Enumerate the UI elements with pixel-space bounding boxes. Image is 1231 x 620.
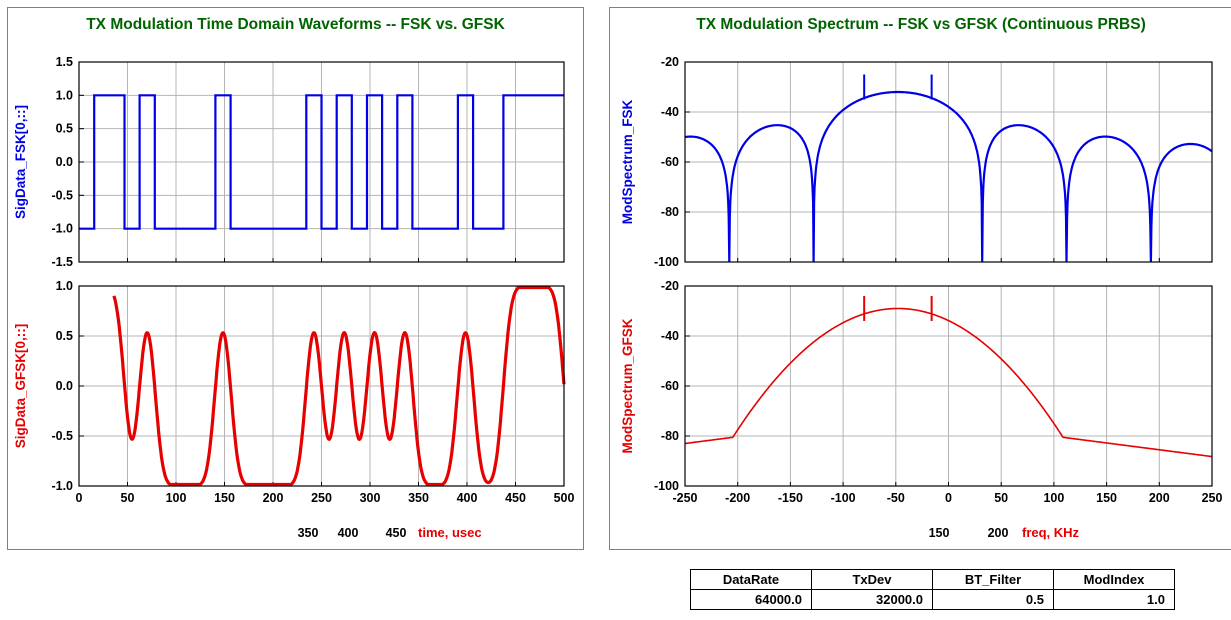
freq-xtick-label: 150	[1096, 491, 1117, 505]
parameters-header-row: DataRate TxDev BT_Filter ModIndex	[690, 569, 1175, 590]
gfsk-spec-ytick-label: -40	[661, 329, 679, 343]
fsk-spec-ytick-label: -100	[654, 255, 679, 269]
freq-secondary-tick: 200	[988, 526, 1009, 540]
fsk-ytick-label: -1.5	[51, 255, 73, 269]
time-secondary-tick: 350	[298, 526, 319, 540]
fsk-spectrum-ylabel: ModSpectrum_FSK	[620, 99, 635, 224]
fsk-ytick-label: -0.5	[51, 188, 73, 202]
gfsk-spectrum-ylabel: ModSpectrum_GFSK	[620, 318, 635, 453]
spectrum-panel: TX Modulation Spectrum -- FSK vs GFSK (C…	[609, 7, 1231, 550]
time-domain-plot: 1.5 1.0 0.5 0.0 -0.5 -1.0 -1.5 1.0 0.5 0.0 -0.5 -1.…	[13, 55, 575, 540]
time-xtick-label: 50	[121, 491, 135, 505]
time-xtick-label: 100	[166, 491, 187, 505]
gfsk-waveform	[112, 285, 566, 487]
freq-secondary-tick: 150	[929, 526, 950, 540]
fsk-spectrum-line	[685, 90, 1213, 263]
parameters-value-row: 64000.0 32000.0 0.5 1.0	[690, 589, 1175, 610]
freq-xtick-label: -200	[725, 491, 750, 505]
fsk-ylabel: SigData_FSK[0,::]	[13, 105, 28, 219]
gfsk-ytick-label: -1.0	[51, 479, 73, 493]
freq-axis-label: freq, KHz	[1022, 525, 1080, 540]
fsk-spec-ytick-label: -60	[661, 155, 679, 169]
time-xtick-label: 400	[457, 491, 478, 505]
parameters-table: DataRate TxDev BT_Filter ModIndex 64000.…	[690, 569, 1175, 610]
fsk-ytick-label: 1.0	[56, 88, 73, 102]
freq-xtick-label: -150	[778, 491, 803, 505]
time-xtick-label: 500	[554, 491, 575, 505]
freq-xtick-label: 50	[994, 491, 1008, 505]
freq-xtick-label: 200	[1149, 491, 1170, 505]
gfsk-spectrum-line	[684, 307, 1213, 458]
spectrum-plot: -20-40-60-80-100-20-40-60-80-100-250 -200…	[620, 55, 1223, 540]
time-axis-label: time, usec	[418, 525, 482, 540]
spectrum-title: TX Modulation Spectrum -- FSK vs GFSK (C…	[696, 16, 1146, 33]
gfsk-ytick-label: -0.5	[51, 429, 73, 443]
freq-xtick-label: 100	[1043, 491, 1064, 505]
time-xtick-label: 0	[76, 491, 83, 505]
fsk-ytick-label: 0.5	[56, 122, 73, 136]
time-domain-panel: TX Modulation Time Domain Waveforms -- F…	[7, 7, 584, 550]
time-xtick-label: 450	[505, 491, 526, 505]
time-xtick-label: 200	[263, 491, 284, 505]
time-domain-title: TX Modulation Time Domain Waveforms -- F…	[86, 16, 505, 33]
fsk-ytick-label: 1.5	[56, 55, 73, 69]
time-xtick-label: 350	[408, 491, 429, 505]
header-txdev: TxDev	[811, 569, 933, 590]
fsk-plot-frame	[78, 61, 565, 263]
gfsk-ytick-label: 1.0	[56, 279, 73, 293]
freq-xtick-label: -250	[672, 491, 697, 505]
time-secondary-tick: 450	[386, 526, 407, 540]
gfsk-spec-ytick-label: -20	[661, 279, 679, 293]
time-xtick-label: 250	[311, 491, 332, 505]
time-secondary-tick: 400	[338, 526, 359, 540]
gfsk-spec-ytick-label: -100	[654, 479, 679, 493]
gfsk-ytick-label: 0.5	[56, 329, 73, 343]
freq-xtick-label: -100	[831, 491, 856, 505]
freq-xtick-label: 0	[945, 491, 952, 505]
gfsk-spec-ytick-label: -80	[661, 429, 679, 443]
fsk-ytick-label: 0.0	[56, 155, 73, 169]
freq-xtick-label: 250	[1202, 491, 1223, 505]
fsk-waveform	[79, 94, 564, 230]
fsk-spectrum-frame	[684, 61, 1213, 263]
time-xtick-label: 150	[214, 491, 235, 505]
fsk-spec-ytick-label: -20	[661, 55, 679, 69]
gfsk-ylabel: SigData_GFSK[0,::]	[13, 324, 28, 449]
value-datarate: 64000.0	[690, 589, 812, 610]
gfsk-ytick-label: 0.0	[56, 379, 73, 393]
header-bt-filter: BT_Filter	[932, 569, 1054, 590]
header-modindex: ModIndex	[1053, 569, 1175, 590]
gfsk-spectrum-frame	[684, 285, 1213, 487]
fsk-spec-ytick-label: -40	[661, 105, 679, 119]
fsk-ytick-label: -1.0	[51, 222, 73, 236]
header-datarate: DataRate	[690, 569, 812, 590]
value-bt-filter: 0.5	[932, 589, 1054, 610]
time-xtick-label: 300	[360, 491, 381, 505]
gfsk-plot-frame	[78, 285, 565, 487]
fsk-spec-ytick-label: -80	[661, 205, 679, 219]
gfsk-spec-ytick-label: -60	[661, 379, 679, 393]
freq-xtick-label: -50	[887, 491, 905, 505]
value-txdev: 32000.0	[811, 589, 933, 610]
value-modindex: 1.0	[1053, 589, 1175, 610]
